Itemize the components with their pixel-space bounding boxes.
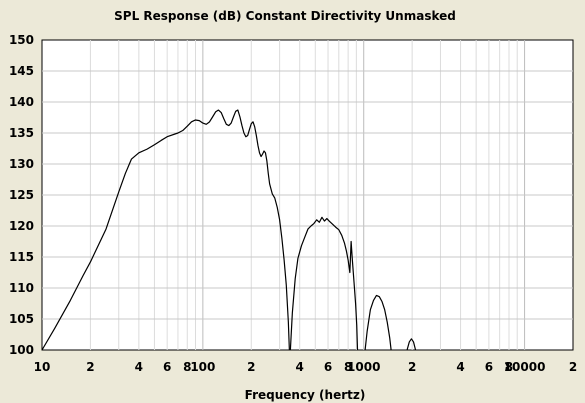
y-tick-label: 150: [9, 33, 34, 47]
x-tick-label: 4: [135, 360, 143, 374]
x-tick-label: 6: [163, 360, 171, 374]
series-line: [289, 216, 359, 351]
y-tick-label: 100: [9, 343, 34, 357]
x-tick-label: 100: [190, 360, 215, 374]
chart-title: SPL Response (dB) Constant Directivity U…: [114, 9, 456, 23]
y-tick-label: 130: [9, 157, 34, 171]
y-tick-label: 145: [9, 64, 34, 78]
x-tick-label: 2: [569, 360, 577, 374]
x-tick-label: 8: [183, 360, 191, 374]
series-line: [41, 109, 290, 351]
x-tick-label: 8: [344, 360, 352, 374]
x-tick-label: 8: [505, 360, 513, 374]
x-axis-label: Frequency (hertz): [245, 388, 366, 402]
grid-lines: [42, 40, 573, 350]
y-tick-label: 115: [9, 250, 34, 264]
x-tick-label: 2: [247, 360, 255, 374]
x-tick-label: 6: [485, 360, 493, 374]
y-tick-label: 135: [9, 126, 34, 140]
y-axis-ticks: 100 105 110 115 120 125 130 135 140 145 150: [9, 33, 34, 357]
y-tick-label: 140: [9, 95, 34, 109]
x-tick-label: 4: [296, 360, 304, 374]
x-tick-label: 6: [324, 360, 332, 374]
x-tick-label: 2: [86, 360, 94, 374]
x-tick-label: 10: [34, 360, 51, 374]
x-tick-label: 2: [408, 360, 416, 374]
y-tick-label: 105: [9, 312, 34, 326]
series-lines: [41, 109, 417, 351]
series-line: [364, 294, 392, 351]
y-tick-label: 120: [9, 219, 34, 233]
y-tick-label: 125: [9, 188, 34, 202]
x-tick-label: 1000: [347, 360, 380, 374]
series-line: [406, 338, 417, 351]
y-tick-label: 110: [9, 281, 34, 295]
x-tick-label: 4: [456, 360, 464, 374]
x-tick-label: 10000: [504, 360, 546, 374]
